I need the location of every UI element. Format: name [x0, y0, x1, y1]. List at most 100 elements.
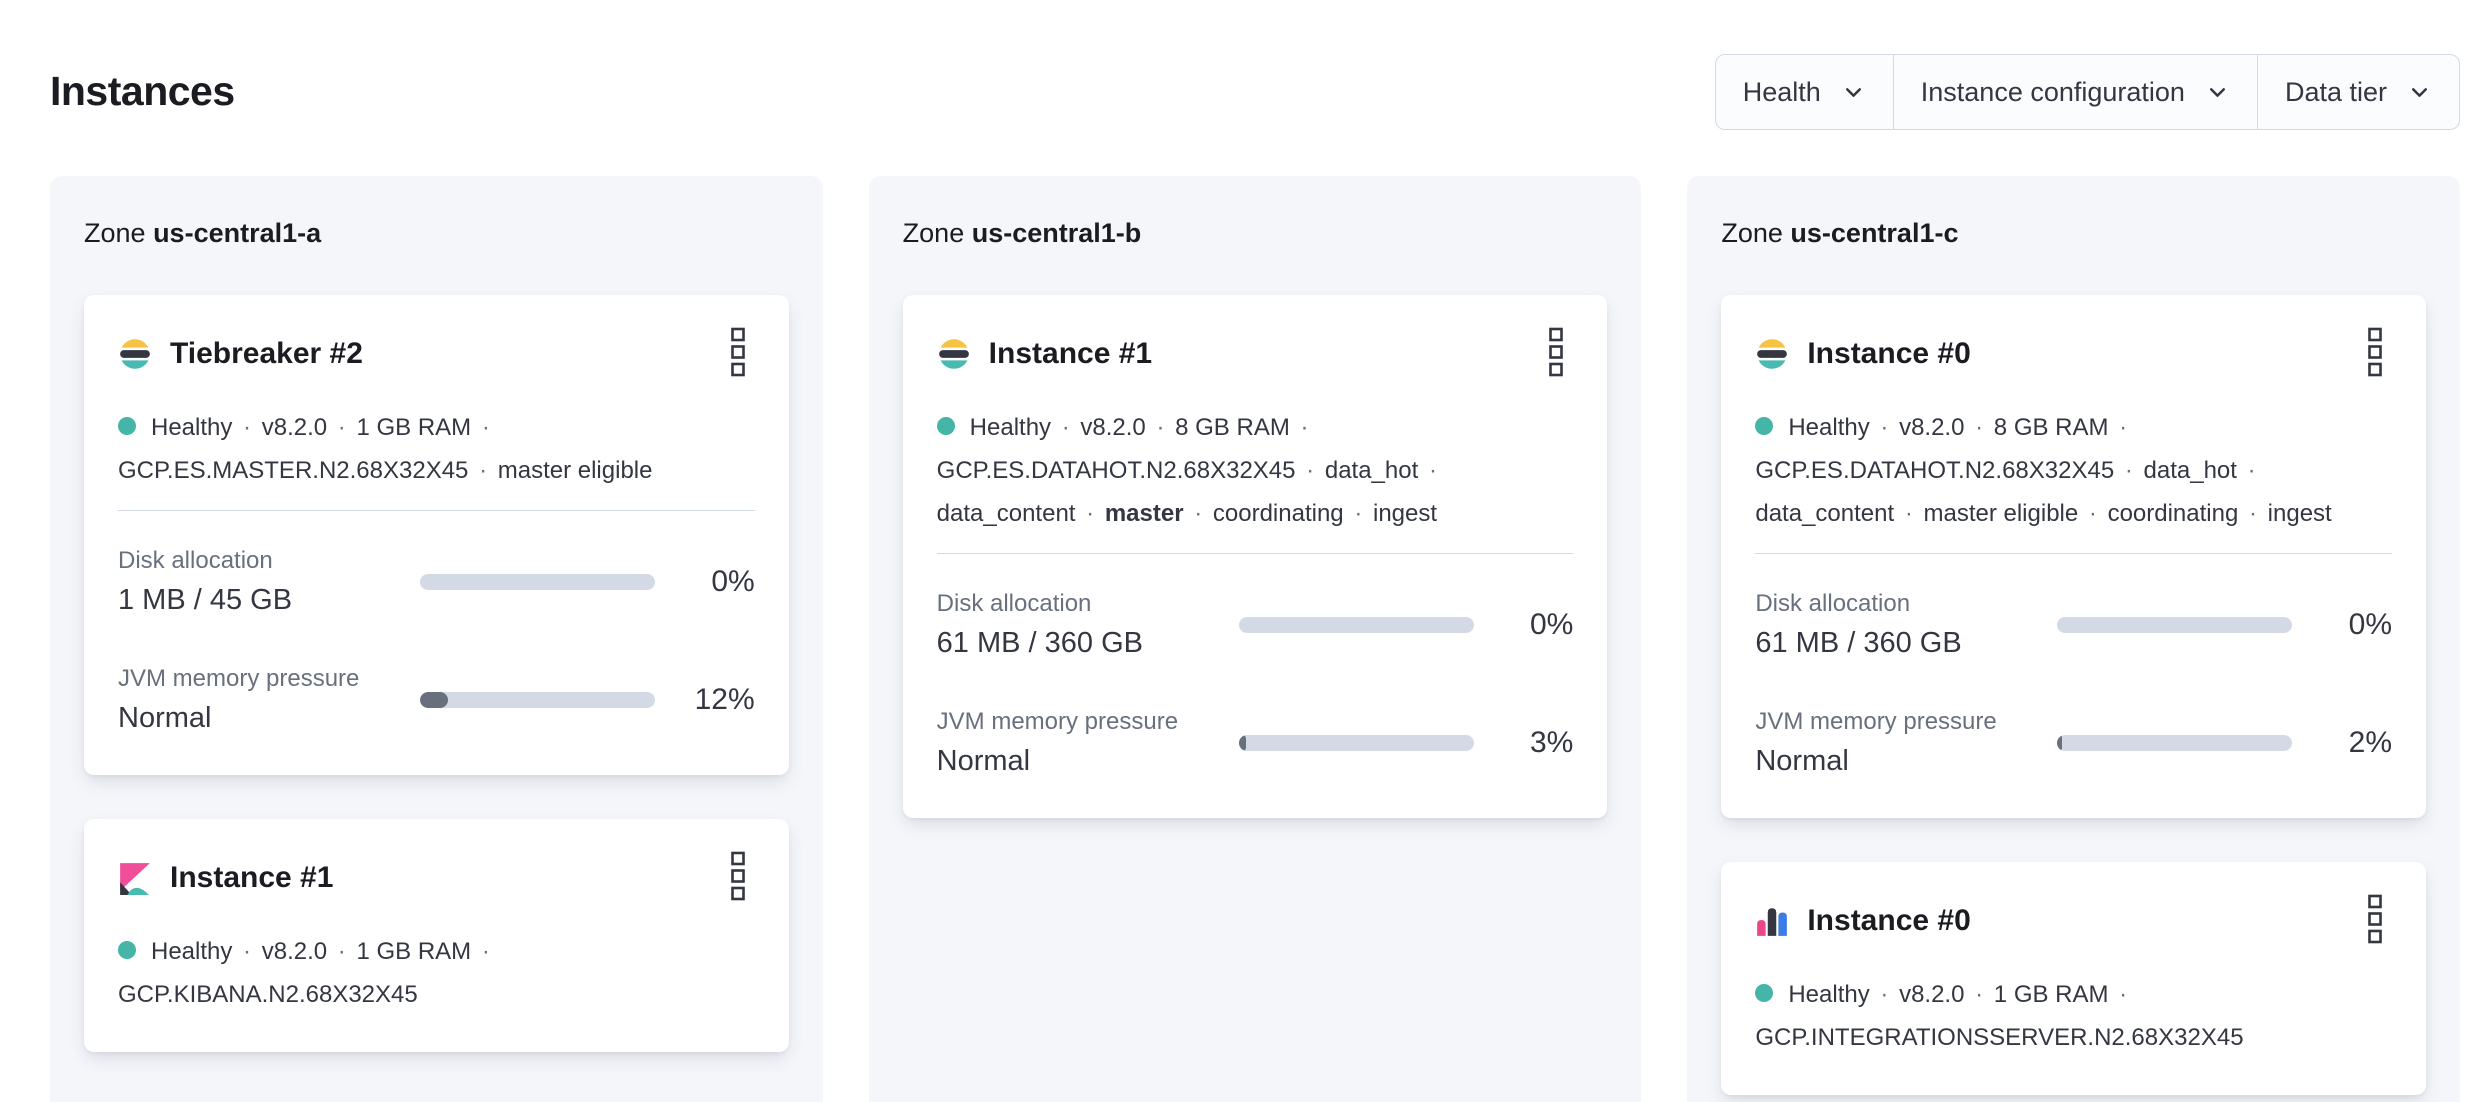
card-header: Instance #0 — [1755, 892, 2392, 949]
dot-separator: · — [337, 414, 346, 441]
chevron-down-icon — [1845, 87, 1861, 97]
health-filter-label: Health — [1742, 76, 1821, 107]
status-configuration: GCP.ES.MASTER.N2.68X32X45 — [118, 457, 469, 484]
disk-allocation-value: 1 MB / 45 GB — [118, 584, 293, 616]
data-tier-filter-label: Data tier — [2284, 76, 2387, 107]
dot-separator: · — [1300, 414, 1309, 441]
instance-menu-button[interactable] — [721, 849, 755, 906]
dot-separator: · — [481, 414, 490, 441]
jvm-memory-pressure-progress-bar — [420, 692, 655, 708]
disk-allocation-progress-bar — [1238, 617, 1474, 633]
zone-label: Zone us-central1-a — [84, 218, 789, 249]
instance-menu-button[interactable] — [1539, 325, 1573, 382]
card-divider — [936, 553, 1574, 554]
status-role: data_hot — [1324, 457, 1419, 484]
disk-allocation-label: Disk allocation — [936, 590, 1092, 617]
integrations-server-logo-icon — [1757, 907, 1788, 936]
zone-prefix: Zone — [902, 218, 965, 248]
status-configuration: GCP.ES.DATAHOT.N2.68X32X45 — [1755, 457, 2115, 484]
health-filter-button[interactable]: Health — [1716, 55, 1894, 129]
card-divider — [1755, 553, 2393, 554]
boxes-vertical-icon — [2368, 894, 2382, 944]
status-role: coordinating — [1212, 500, 1344, 527]
instance-configuration-filter-button[interactable]: Instance configuration — [1894, 55, 2258, 129]
boxes-vertical-icon — [1549, 327, 1564, 377]
instance-status-line: Healthy · v8.2.0 · 8 GB RAM · GCP.ES.DAT… — [1755, 406, 2392, 535]
jvm-memory-pressure-label: JVM memory pressure — [1755, 708, 1997, 735]
status-health: Healthy — [1788, 981, 1870, 1008]
instance-card-tiebreaker-2: Tiebreaker #2 Healthy · v8.2.0 · 1 GB — [84, 295, 789, 775]
healthy-status-icon — [118, 941, 136, 959]
instance-card-kibana-1: Instance #1 Healthy · v8.2.0 · 1 GB RA — [84, 819, 789, 1052]
page-title: Instances — [50, 68, 235, 114]
status-ram: 1 GB RAM — [356, 938, 472, 965]
dot-separator: · — [1156, 414, 1165, 441]
dot-separator: · — [243, 938, 252, 965]
jvm-memory-pressure-value: Normal — [936, 745, 1031, 777]
dot-separator: · — [1061, 414, 1070, 441]
jvm-memory-pressure-progress-bar — [1238, 735, 1474, 751]
jvm-memory-pressure-metric: JVM memory pressure Normal 3% — [937, 704, 1574, 782]
disk-allocation-metric: Disk allocation 61 MB / 360 GB 0% — [1755, 586, 2392, 664]
status-version: v8.2.0 — [1899, 981, 1965, 1008]
data-tier-filter-button[interactable]: Data tier — [2258, 55, 2459, 129]
status-role: ingest — [1372, 500, 1438, 527]
status-ram: 8 GB RAM — [1175, 414, 1290, 441]
instance-menu-button[interactable] — [2358, 325, 2392, 382]
dot-separator: · — [1428, 457, 1437, 484]
status-configuration: GCP.KIBANA.N2.68X32X45 — [118, 981, 418, 1008]
status-role: data_content — [1755, 500, 1895, 527]
boxes-vertical-icon — [730, 327, 745, 377]
status-role-master: master — [1104, 500, 1184, 527]
chevron-down-icon — [2209, 87, 2225, 97]
instance-configuration-filter-label: Instance configuration — [1920, 76, 2185, 107]
disk-allocation-percent: 0% — [711, 565, 755, 598]
instance-status-line: Healthy · v8.2.0 · 1 GB RAM · GCP.KIBANA… — [118, 930, 755, 1016]
instance-menu-button[interactable] — [721, 325, 755, 382]
status-ram: 8 GB RAM — [1993, 414, 2109, 441]
kibana-logo-icon — [120, 862, 150, 895]
boxes-vertical-icon — [2368, 327, 2382, 377]
status-configuration: GCP.ES.DATAHOT.N2.68X32X45 — [936, 457, 1296, 484]
chevron-down-icon — [2412, 87, 2427, 97]
dot-separator: · — [1194, 500, 1203, 527]
status-role: data_hot — [2143, 457, 2237, 484]
dot-separator: · — [1975, 414, 1984, 441]
elasticsearch-logo-icon — [120, 338, 150, 369]
disk-allocation-metric: Disk allocation 1 MB / 45 GB 0% — [118, 543, 755, 621]
zone-prefix: Zone — [84, 218, 146, 248]
disk-allocation-label: Disk allocation — [1755, 590, 1911, 617]
jvm-memory-pressure-label: JVM memory pressure — [936, 708, 1179, 735]
zone-panel-us-central1-a: Zone us-central1-a Tiebreaker #2 — [50, 176, 823, 1102]
dot-separator: · — [479, 457, 488, 484]
page-header: Instances Health Instance configuration … — [50, 54, 2460, 130]
status-role: master eligible — [1923, 500, 2079, 527]
instance-status-line: Healthy · v8.2.0 · 8 GB RAM · GCP.ES.DAT… — [936, 406, 1574, 535]
dot-separator: · — [1904, 500, 1913, 527]
status-health: Healthy — [1788, 414, 1870, 441]
instance-menu-button[interactable] — [2358, 892, 2392, 949]
status-health: Healthy — [151, 414, 233, 441]
elasticsearch-logo-icon — [938, 338, 969, 369]
filter-button-group: Health Instance configuration Data tier — [1714, 54, 2460, 130]
progress-fill — [2057, 735, 2063, 751]
dot-separator: · — [243, 414, 252, 441]
disk-allocation-progress-bar — [420, 574, 655, 590]
status-role: master eligible — [497, 457, 653, 484]
dot-separator: · — [1086, 500, 1095, 527]
jvm-memory-pressure-label: JVM memory pressure — [118, 665, 360, 692]
jvm-memory-pressure-percent: 3% — [1529, 726, 1574, 759]
jvm-memory-pressure-percent: 12% — [694, 683, 755, 716]
status-version: v8.2.0 — [261, 414, 328, 441]
dot-separator: · — [2249, 500, 2257, 527]
healthy-status-icon — [1755, 417, 1774, 435]
status-version: v8.2.0 — [1080, 414, 1146, 441]
healthy-status-icon — [118, 417, 136, 435]
card-divider — [118, 510, 755, 511]
zone-panel-us-central1-c: Zone us-central1-c Instance #0 — [1687, 176, 2461, 1102]
card-header: Instance #1 — [118, 849, 755, 906]
dot-separator: · — [1354, 500, 1363, 527]
instance-title: Instance #0 — [1807, 903, 1971, 937]
status-health: Healthy — [969, 414, 1052, 441]
